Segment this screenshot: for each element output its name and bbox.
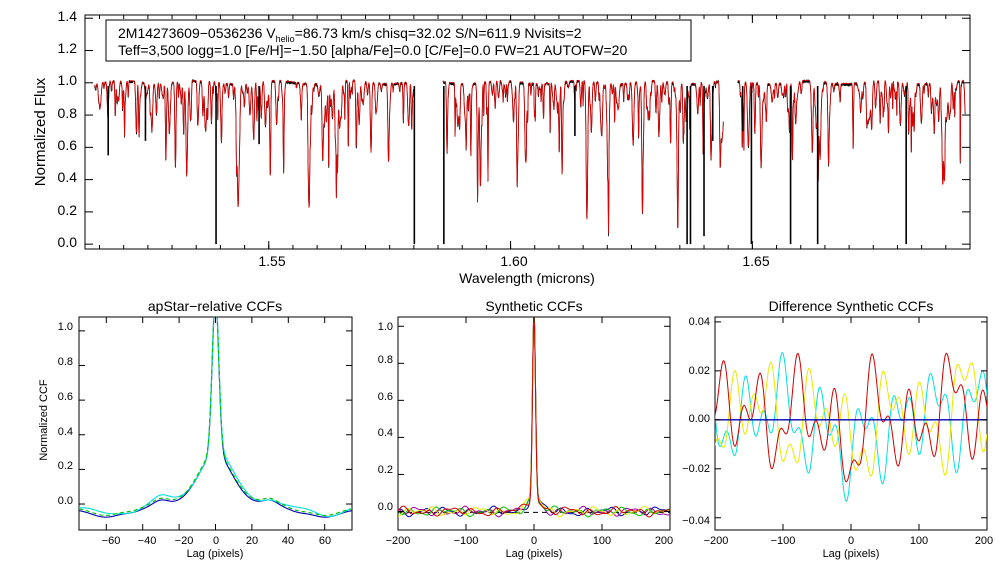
ccf1-series-group bbox=[79, 317, 352, 518]
spectrum-ticks bbox=[85, 15, 971, 249]
spectrum-ytick-labels: 0.0 0.2 0.4 0.6 0.8 1.0 1.2 1.4 bbox=[58, 8, 78, 250]
ccf3-xtick-label: 100 bbox=[910, 535, 928, 547]
ccf1-xtick-label: 60 bbox=[319, 535, 331, 547]
ccf1-ytick-label: 0.6 bbox=[58, 391, 73, 403]
spectrum-ytick-label: 0.4 bbox=[58, 169, 78, 185]
annotation-line1-sub: helio bbox=[276, 34, 295, 44]
ccf2-xtick-label: 200 bbox=[655, 535, 673, 547]
spectrum-plot-frame bbox=[84, 14, 971, 250]
ccf3-series-line-2 bbox=[715, 361, 987, 477]
ccf2-xtick-label: 0 bbox=[531, 535, 537, 547]
ccf2-title: Synthetic CCFs bbox=[485, 298, 582, 314]
ccf3-xtick-labels: −200 −100 0 100 200 bbox=[704, 535, 994, 547]
ccf1-ticks bbox=[79, 317, 352, 530]
ccf2-xlabel: Lag (pixels) bbox=[506, 548, 563, 560]
ccf3-title: Difference Synthetic CCFs bbox=[769, 298, 934, 314]
spectrum-ytick-label: 1.4 bbox=[58, 8, 78, 24]
ccf1-ylabel: Normalized CCF bbox=[38, 379, 50, 461]
ccf2-ticks bbox=[397, 317, 671, 530]
spectrum-ytick-label: 0.0 bbox=[58, 234, 78, 250]
ccf1-xtick-labels: −60 −40 −20 0 20 40 60 bbox=[102, 535, 331, 547]
ccf3-panel: Difference Synthetic CCFs −0.04 −0.02 0.… bbox=[682, 298, 993, 560]
ccf1-ytick-label: 0.8 bbox=[58, 356, 73, 368]
ccf1-ytick-label: 0.4 bbox=[58, 426, 73, 438]
ccf2-xtick-label: −200 bbox=[386, 535, 411, 547]
ccf3-xtick-label: −200 bbox=[704, 535, 729, 547]
ccf1-panel: apStar−relative CCFs 0.0 0.2 0.4 0.6 0.8… bbox=[38, 298, 353, 560]
spectrum-panel: 0.0 0.2 0.4 0.6 0.8 1.0 1.2 1.4 1.55 1.6… bbox=[32, 8, 971, 286]
spectrum-ytick-label: 0.8 bbox=[58, 105, 78, 121]
ccf1-title: apStar−relative CCFs bbox=[148, 298, 282, 314]
ccf1-xtick-label: 40 bbox=[282, 535, 294, 547]
ccf2-ytick-label: 0.6 bbox=[378, 391, 393, 403]
ccf2-ytick-label: 0.0 bbox=[378, 501, 393, 513]
ccf3-series-line-3 bbox=[715, 352, 987, 483]
annotation-line1-prefix: 2M14273609−0536236 V bbox=[118, 25, 276, 41]
spectrum-ylabel: Normalized Flux bbox=[32, 77, 49, 186]
spectrum-ytick-label: 0.6 bbox=[58, 137, 78, 153]
spectrum-ytick-label: 1.2 bbox=[58, 40, 78, 56]
ccf3-ytick-labels: −0.04 −0.02 0.00 0.02 0.04 bbox=[682, 316, 710, 527]
ccf3-ytick-label: 0.02 bbox=[689, 365, 710, 377]
ccf3-xlabel: Lag (pixels) bbox=[823, 548, 880, 560]
ccf3-xtick-label: 0 bbox=[848, 535, 854, 547]
ccf3-xtick-label: 200 bbox=[975, 535, 993, 547]
ccf1-xtick-label: 0 bbox=[213, 535, 219, 547]
spectrum-model-line-chip-3 bbox=[737, 79, 966, 185]
ccf2-series-line-5 bbox=[398, 317, 670, 518]
ccf2-ytick-label: 0.4 bbox=[378, 427, 393, 439]
ccf2-ytick-label: 0.8 bbox=[378, 354, 393, 366]
ccf3-series-group bbox=[715, 352, 987, 502]
ccf1-xlabel: Lag (pixels) bbox=[187, 548, 244, 560]
ccf2-panel: Synthetic CCFs 0.0 0.2 0.4 0.6 0.8 1.0 −… bbox=[378, 298, 673, 560]
spectrum-model-line-chip-1 bbox=[94, 79, 415, 208]
ccf1-xtick-label: −60 bbox=[102, 535, 121, 547]
ccf1-ytick-label: 0.0 bbox=[58, 495, 73, 507]
spectrum-series-group bbox=[94, 78, 966, 245]
ccf2-series-line-3 bbox=[398, 317, 670, 518]
spectrum-xtick-label: 1.65 bbox=[742, 253, 769, 269]
spectrum-ytick-label: 1.0 bbox=[58, 72, 78, 88]
ccf3-ticks bbox=[714, 317, 988, 530]
ccf2-series-group bbox=[398, 317, 670, 518]
spectrum-xtick-label: 1.60 bbox=[500, 253, 527, 269]
spectrum-annotation-line2: Teff=3,500 logg=1.0 [Fe/H]=−1.50 [alpha/… bbox=[118, 42, 627, 58]
ccf1-ytick-label: 0.2 bbox=[58, 460, 73, 472]
spectrum-xtick-label: 1.55 bbox=[258, 253, 285, 269]
ccf1-ytick-label: 1.0 bbox=[58, 321, 73, 333]
spectrum-annotation-line1: 2M14273609−0536236 Vhelio=86.73 km/s chi… bbox=[118, 25, 582, 44]
ccf1-ytick-labels: 0.0 0.2 0.4 0.6 0.8 1.0 bbox=[58, 321, 73, 507]
ccf3-ytick-label: 0.04 bbox=[689, 316, 710, 328]
ccf1-series-line-2 bbox=[79, 317, 352, 517]
ccf1-xtick-label: −20 bbox=[175, 535, 194, 547]
ccf3-ytick-label: 0.00 bbox=[689, 413, 710, 425]
spectrum-xlabel: Wavelength (microns) bbox=[459, 270, 595, 286]
ccf2-ytick-labels: 0.0 0.2 0.4 0.6 0.8 1.0 bbox=[378, 321, 393, 513]
annotation-line1-suffix: =86.73 km/s chisq=32.02 S/N=611.9 Nvisit… bbox=[295, 25, 582, 41]
spectrum-ytick-label: 0.2 bbox=[58, 202, 78, 218]
spectrum-model-line-chip-2 bbox=[442, 79, 724, 234]
ccf3-xtick-label: −100 bbox=[771, 535, 796, 547]
spectrum-annotation-box bbox=[105, 19, 692, 62]
ccf2-ytick-label: 1.0 bbox=[378, 321, 393, 333]
ccf2-xtick-label: 100 bbox=[593, 535, 611, 547]
ccf2-xtick-label: −100 bbox=[454, 535, 479, 547]
ccf3-ytick-label: −0.04 bbox=[682, 515, 710, 527]
ccf2-xtick-labels: −200 −100 0 100 200 bbox=[386, 535, 674, 547]
ccf3-ytick-label: −0.02 bbox=[682, 463, 710, 475]
ccf1-xtick-label: 20 bbox=[246, 535, 258, 547]
ccf2-ytick-label: 0.2 bbox=[378, 464, 393, 476]
spectrum-xtick-labels: 1.55 1.60 1.65 bbox=[258, 253, 769, 269]
ccf2-series-line-4 bbox=[398, 317, 670, 518]
ccf1-xtick-label: −40 bbox=[138, 535, 157, 547]
